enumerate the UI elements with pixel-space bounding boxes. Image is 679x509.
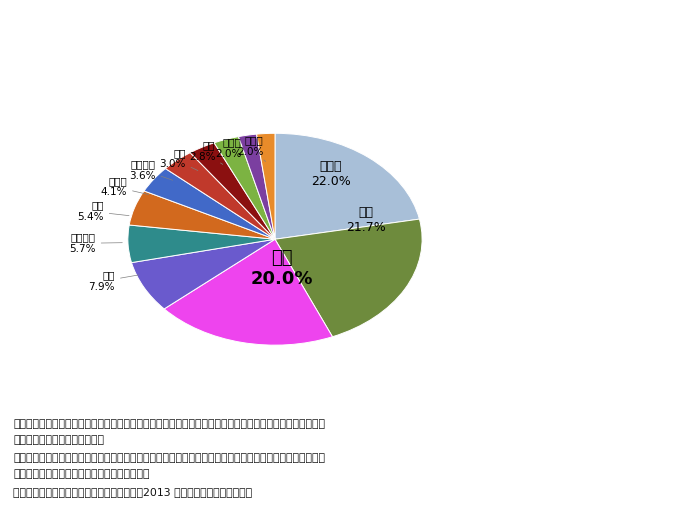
Text: イタリア
3.6%: イタリア 3.6% xyxy=(129,159,172,181)
Wedge shape xyxy=(238,134,275,239)
Wedge shape xyxy=(257,133,275,239)
Text: 台湾
2.8%: 台湾 2.8% xyxy=(189,140,223,164)
Text: 英国
7.9%: 英国 7.9% xyxy=(88,271,139,292)
Text: ドイツ
4.1%: ドイツ 4.1% xyxy=(100,176,149,197)
Text: （出所）生命保険協会「国際生命保険統計（2013 年版）」より大和総研作成: （出所）生命保険協会「国際生命保険統計（2013 年版）」より大和総研作成 xyxy=(14,487,253,497)
Text: 保険ではなく損害保険に算入。: 保険ではなく損害保険に算入。 xyxy=(14,435,105,445)
Wedge shape xyxy=(129,191,275,239)
Wedge shape xyxy=(275,133,420,239)
Wedge shape xyxy=(166,153,275,239)
Text: 韓国
3.0%: 韓国 3.0% xyxy=(160,148,198,171)
Text: 日本
20.0%: 日本 20.0% xyxy=(251,249,314,288)
Text: その他
22.0%: その他 22.0% xyxy=(311,159,351,187)
Text: 図表  生命保険における世界市場占有率（2012 年）: 図表 生命保険における世界市場占有率（2012 年） xyxy=(17,24,271,39)
Wedge shape xyxy=(128,225,275,263)
Wedge shape xyxy=(144,168,275,239)
Text: インド
2.0%: インド 2.0% xyxy=(215,137,247,163)
Wedge shape xyxy=(164,239,333,345)
Text: 米国
21.7%: 米国 21.7% xyxy=(346,206,386,234)
Text: カナダ
2.0%: カナダ 2.0% xyxy=(238,135,265,161)
Text: （注１）収入保険料は企業の国籍を問わず当該国で引き受けられた元受保険料ベースで、医療保険は、生命: （注１）収入保険料は企業の国籍を問わず当該国で引き受けられた元受保険料ベースで、… xyxy=(14,419,325,429)
Wedge shape xyxy=(132,239,275,309)
Wedge shape xyxy=(214,136,275,239)
Text: フランス
5.7%: フランス 5.7% xyxy=(69,233,122,254)
Wedge shape xyxy=(190,143,275,239)
Text: は、各国の会計年度の平均為替レートによる。: は、各国の会計年度の平均為替レートによる。 xyxy=(14,469,150,479)
Wedge shape xyxy=(275,219,422,337)
Text: 中国
5.4%: 中国 5.4% xyxy=(77,201,129,222)
Text: （注２）市場占有率は、米ドル換算収入保険料に基づき算出。米ドル換算収入保険料の対米ドル通貨換算率: （注２）市場占有率は、米ドル換算収入保険料に基づき算出。米ドル換算収入保険料の対… xyxy=(14,453,325,463)
